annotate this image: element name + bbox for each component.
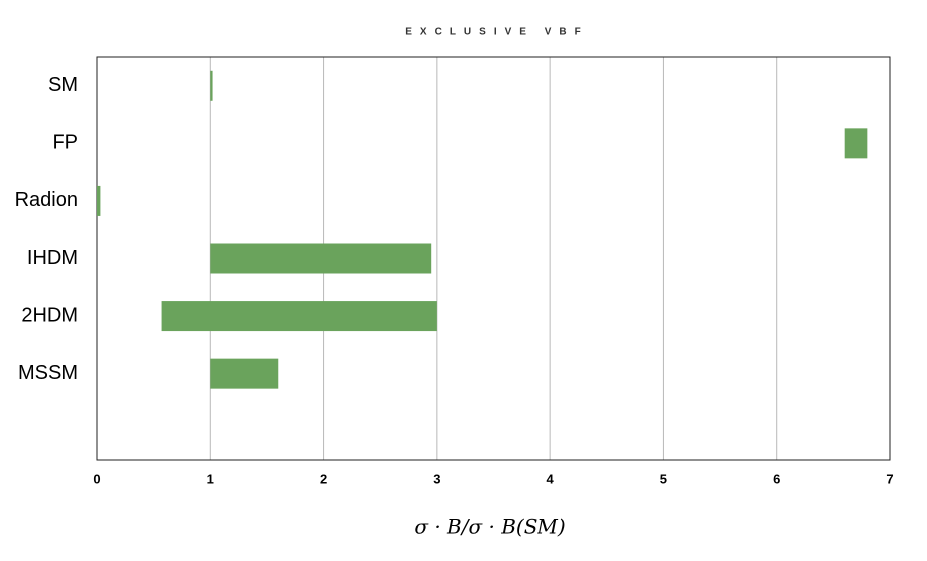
- y-tick-label: 2HDM: [21, 304, 78, 326]
- bar: [210, 70, 213, 101]
- x-tick-label: 5: [660, 471, 667, 486]
- x-tick-label: 6: [773, 471, 780, 486]
- bar: [210, 243, 432, 274]
- x-tick-label: 7: [886, 471, 893, 486]
- x-tick-label: 2: [320, 471, 327, 486]
- y-tick-label: Radion: [15, 189, 78, 211]
- y-tick-label: IHDM: [27, 247, 78, 269]
- y-tick-label: MSSM: [18, 362, 78, 384]
- y-tick-label: SM: [48, 74, 78, 96]
- bar: [161, 301, 437, 332]
- bar: [97, 185, 101, 216]
- x-tick-label: 1: [207, 471, 214, 486]
- x-tick-label: 4: [547, 471, 555, 486]
- x-tick-label: 0: [93, 471, 100, 486]
- y-tick-label: FP: [52, 132, 78, 154]
- bar: [844, 128, 868, 159]
- chart-title: EXCLUSIVE VBF: [405, 27, 588, 38]
- plot-border: [96, 56, 891, 461]
- x-axis-label: σ · B/σ · B(SM): [414, 515, 565, 539]
- bar: [210, 358, 279, 389]
- x-tick-label: 3: [433, 471, 440, 486]
